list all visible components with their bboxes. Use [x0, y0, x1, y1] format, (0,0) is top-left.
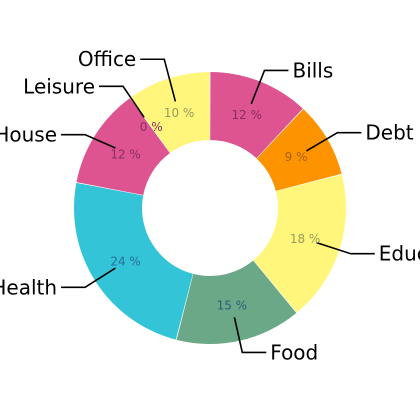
percent-label-food: 15 %: [217, 299, 248, 313]
slice-bills: [210, 72, 303, 159]
leader-line-education: [316, 241, 375, 255]
leader-line-office: [140, 58, 177, 102]
slices-layer: [74, 72, 346, 344]
category-label-house: House: [0, 123, 57, 147]
category-label-health: Health: [0, 275, 57, 299]
percent-label-leisure: 0 %: [140, 120, 163, 134]
percent-label-health: 24 %: [110, 255, 141, 269]
percent-label-house: 12 %: [110, 147, 141, 161]
category-label-bills: Bills: [292, 58, 333, 82]
leader-line-house: [61, 133, 116, 149]
category-label-leisure: Leisure: [23, 74, 95, 98]
percent-label-bills: 12 %: [232, 108, 263, 122]
leader-line-leisure: [99, 85, 145, 118]
category-label-debt: Debt: [365, 121, 413, 145]
category-label-food: Food: [270, 340, 318, 364]
leader-line-bills: [250, 69, 289, 105]
slice-food: [176, 260, 297, 344]
slice-house: [76, 98, 170, 196]
percent-label-office: 10 %: [164, 106, 195, 120]
percent-labels-layer: 12 % 9 % 18 % 15 % 24 % 12 % 0 %10 %: [110, 106, 320, 313]
slice-debt: [256, 109, 342, 191]
leader-line-food: [233, 317, 267, 354]
category-label-office: Office: [78, 47, 136, 71]
slice-health: [74, 182, 193, 340]
slice-education: [253, 174, 346, 313]
slice-office: [130, 72, 210, 153]
leader-lines-layer: [61, 58, 375, 354]
percent-label-education: 18 %: [290, 232, 321, 246]
category-label-education: Education: [379, 242, 420, 266]
percent-label-debt: 9 %: [285, 150, 308, 164]
leader-line-health: [61, 267, 116, 289]
leader-line-debt: [305, 131, 362, 152]
category-labels-layer: Bills Debt Education Food Health House Leisure…: [0, 47, 420, 364]
